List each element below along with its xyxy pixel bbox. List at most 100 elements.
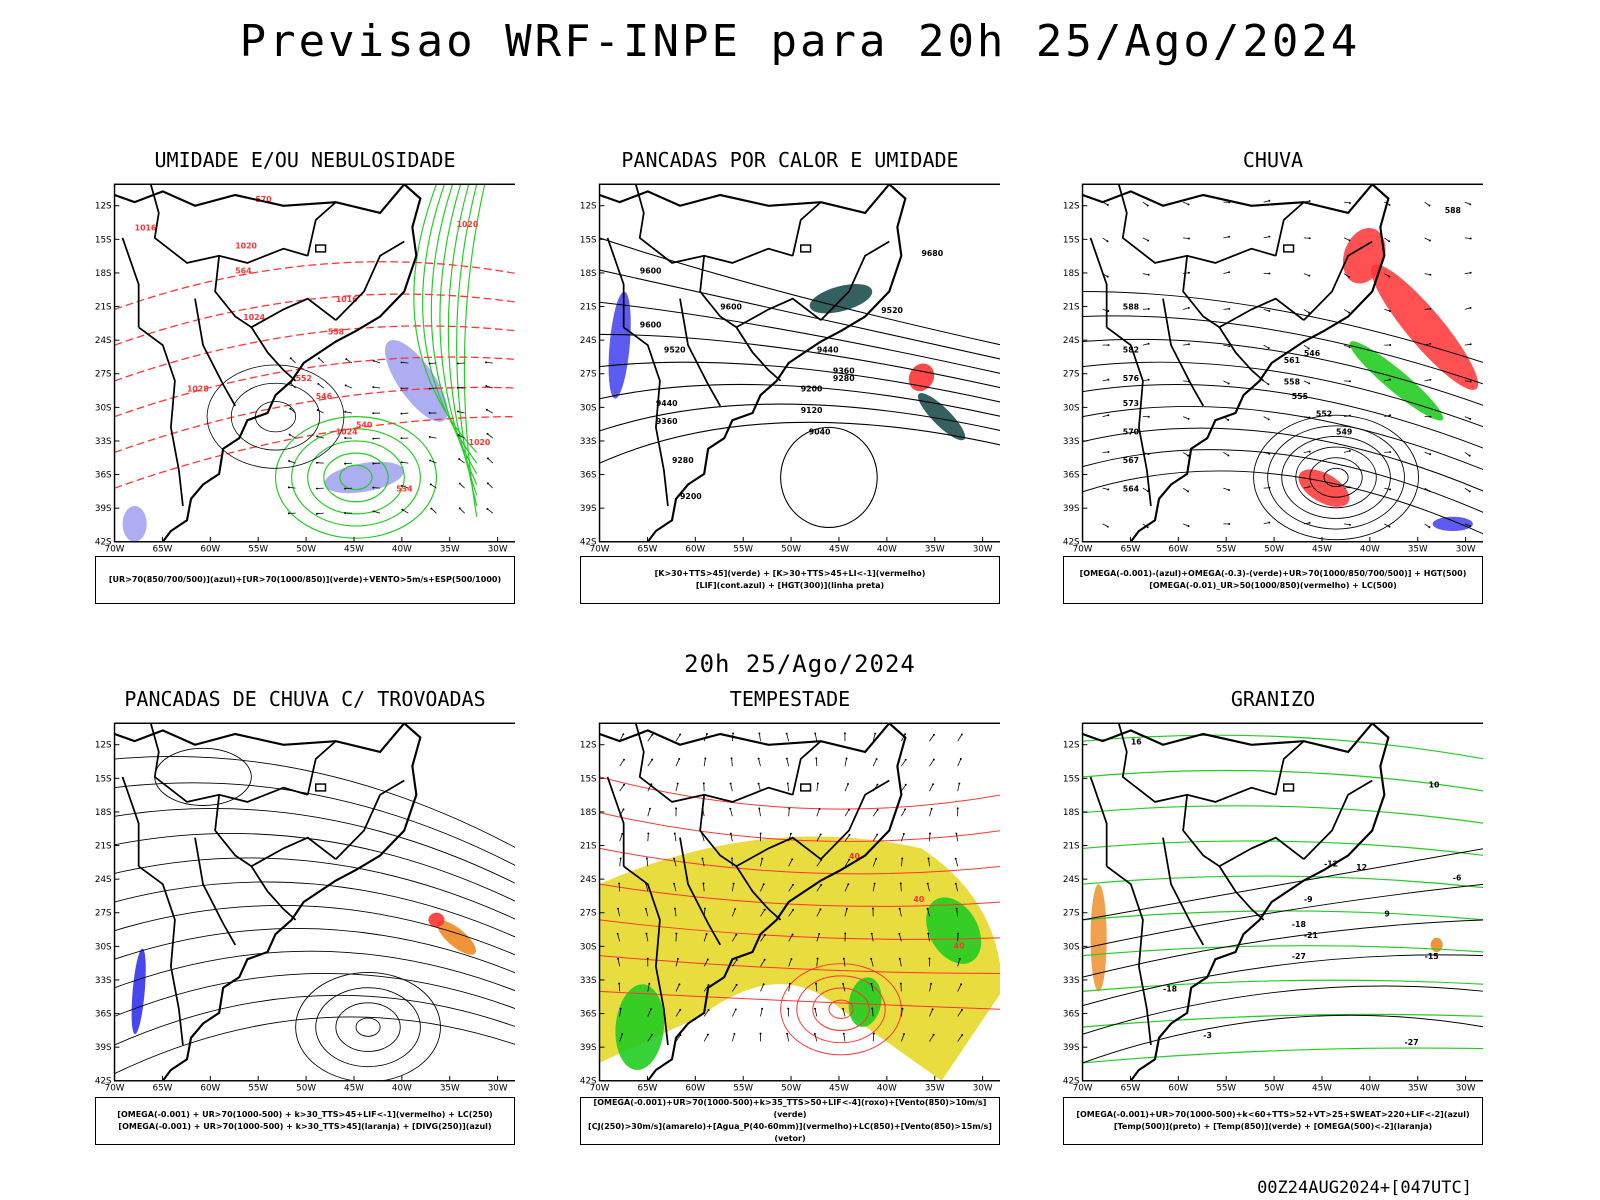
wind-vector-head [673,857,676,860]
wind-vector [401,461,409,464]
wind-vector-head [1388,275,1391,278]
wind-vector-head [372,462,375,465]
legend-box: [UR>70(850/700/500)](azul)+[UR>70(1000/8… [95,556,515,604]
wind-vector [703,933,707,942]
contour-label: 9360 [833,367,855,376]
contour-label: 9040 [809,428,831,437]
lat-tick-label: 15S [1063,235,1080,245]
wind-vector-head [759,1032,762,1035]
wind-vector [788,808,790,817]
wind-vector [703,758,706,767]
wind-vector-head [730,757,733,760]
divergence-area [131,948,146,1035]
wind-vector-head [618,882,621,885]
wind-vector-head [1147,273,1150,276]
wind-vector-head [819,833,822,836]
lon-tick-label: 30W [488,545,508,554]
contour-line [114,261,515,310]
wind-vector-head [1388,525,1391,528]
contour-line [1082,769,1483,792]
wind-vector [758,758,761,767]
humidity-area [324,461,404,494]
wind-vector-head [1348,449,1351,452]
wind-vector-head [899,982,902,985]
wind-vector-head [1428,526,1431,529]
wind-vector-head [1308,200,1311,203]
wind-vector [647,808,651,817]
wind-vector-head [1147,415,1150,418]
contour-line [1082,840,1483,856]
lat-tick-label: 24S [95,875,112,885]
lon-tick-label: 50W [781,545,801,554]
wind-vector-head [927,932,930,935]
wind-vector-head [486,507,489,510]
wind-vector-head [1429,415,1432,418]
lon-tick-label: 55W [248,1084,268,1093]
wind-vector-head [954,882,957,885]
wind-vector-head [1389,488,1392,491]
contour-line [114,416,515,489]
wind-vector-head [679,1008,682,1011]
contour-line [114,928,515,974]
wind-vector-head [1308,521,1311,524]
wind-vector [647,833,649,842]
contour-line [599,955,1000,975]
wind-vector [929,734,935,742]
wind-vector-head [623,758,626,761]
lat-tick-label: 42S [1063,1077,1080,1087]
legend-line: [K>30+TTS>45](verde) + [K>30+TTS>45+LI<-… [654,569,926,578]
wind-vector-head [1187,490,1190,493]
wind-vector [373,360,381,364]
contour-line [1082,1014,1483,1064]
wind-vector [647,1009,652,1017]
wind-vector-head [874,732,877,735]
panel-title: PANCADAS DE CHUVA C/ TROVOADAS [124,687,486,711]
wind-vector-head [1428,490,1431,493]
humidity-area [385,340,448,422]
wind-vector-head [815,757,818,760]
wind-vector [458,458,465,464]
wind-vector-head [706,1033,709,1036]
contour-line [1082,338,1483,406]
wind-vector [1344,487,1350,489]
wind-vector [703,1009,709,1017]
wind-vector-head [761,1007,764,1010]
wind-vector-head [1308,485,1311,488]
wind-vector-head [456,362,459,365]
wind-vector [401,412,409,415]
wind-vector-head [762,883,765,886]
lat-tick-label: 42S [580,1077,597,1087]
wind-vector-head [457,434,460,437]
wind-vector [956,908,959,917]
lat-tick-label: 30S [1063,403,1080,413]
wind-vector-head [1106,203,1109,206]
wind-vector-head [1469,380,1472,383]
wind-vector-head [651,733,654,736]
lat-tick-label: 12S [95,202,112,212]
wind-vector-head [1388,240,1391,243]
wind-vector-head [929,832,931,835]
wind-vector-head [870,932,873,935]
legend-box: [OMEGA(-0.001)+UR>70(1000-500)+k>35_TTS>… [580,1097,1000,1145]
lon-tick-label: 40W [877,1084,897,1093]
wind-vector-head [898,957,901,960]
wind-vector [401,485,409,489]
wind-vector-head [1348,380,1351,383]
lat-tick-label: 33S [95,976,112,986]
wind-vector-head [1348,414,1351,417]
wind-vector-head [317,382,320,385]
lon-tick-label: 40W [877,545,897,554]
wind-vector-head [904,733,907,736]
wind-vector [1344,523,1350,526]
wind-vector [898,933,902,942]
contour-line [114,1016,515,1075]
lat-tick-label: 30S [95,403,112,413]
wind-vector [318,358,325,364]
lon-tick-label: 60W [1168,1084,1188,1093]
contour-label: 1024 [336,428,358,437]
wind-vector [1384,273,1390,277]
wind-vector-head [1307,347,1310,350]
wind-vector [1223,308,1230,310]
lon-tick-label: 70W [105,1084,125,1093]
contour-label: 558 [328,327,344,336]
